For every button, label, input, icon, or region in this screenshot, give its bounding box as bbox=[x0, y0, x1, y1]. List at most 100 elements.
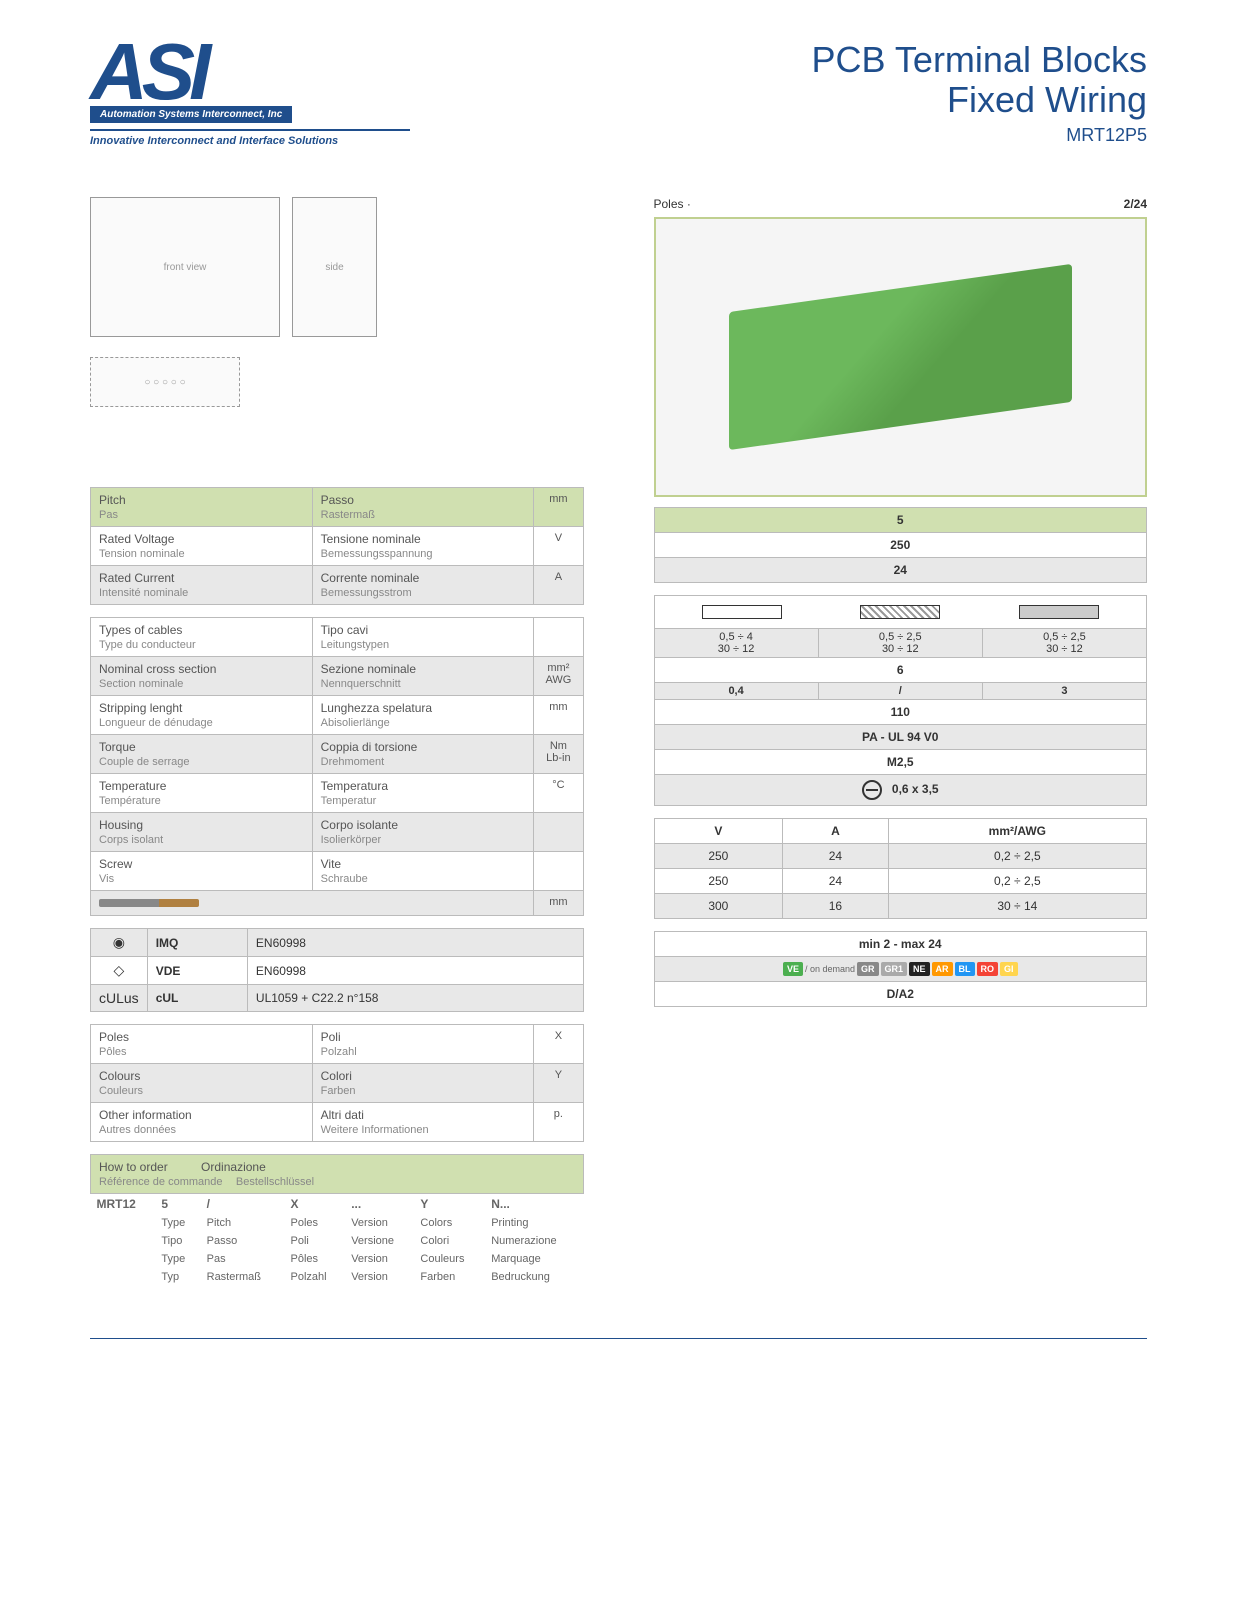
order-pattern-cell: MRT12 bbox=[91, 1194, 156, 1215]
spec-table-2: Types of cables Type du conducteur Tipo … bbox=[90, 617, 584, 916]
spec-label: Torque bbox=[99, 740, 136, 754]
spec-label2-alt: Rastermaß bbox=[321, 509, 375, 521]
spec-label2: Coppia di torsione bbox=[321, 740, 418, 754]
meta-value: D/A2 bbox=[654, 982, 1147, 1007]
order-legend-cell: Version bbox=[345, 1250, 414, 1268]
rating-value: 24 bbox=[783, 869, 888, 894]
spec-label-alt: Autres données bbox=[99, 1124, 176, 1136]
cert-icon: cULus bbox=[91, 985, 148, 1012]
torque-value: 3 bbox=[983, 683, 1146, 699]
order-legend-cell: Poli bbox=[284, 1232, 345, 1250]
spec-label2: Tensione nominale bbox=[321, 532, 421, 546]
spec-label2: Colori bbox=[321, 1069, 352, 1083]
cert-code: VDE bbox=[147, 957, 247, 985]
cert-icon: ◇ bbox=[91, 957, 148, 985]
logo: ASI Automation Systems Interconnect, Inc… bbox=[90, 40, 410, 147]
order-legend-cell: Printing bbox=[485, 1214, 583, 1232]
rating-value: 250 bbox=[654, 869, 783, 894]
spec-label2-alt: Bemessungsstrom bbox=[321, 587, 412, 599]
title-line1: PCB Terminal Blocks bbox=[812, 40, 1147, 80]
spec-value: PA - UL 94 V0 bbox=[654, 725, 1147, 750]
order-legend-cell: Version bbox=[345, 1268, 414, 1286]
cross-section-value: 0,5 ÷ 430 ÷ 12 bbox=[655, 629, 819, 657]
spec-label-alt: Température bbox=[99, 795, 161, 807]
order-pattern-cell: ... bbox=[345, 1194, 414, 1215]
order-table: How to order Ordinazione Référence de co… bbox=[90, 1154, 584, 1286]
order-title-alt2: Bestellschlüssel bbox=[236, 1176, 314, 1188]
spec-label2-alt: Isolierkörper bbox=[321, 834, 382, 846]
spec-label2: Passo bbox=[321, 493, 354, 507]
order-legend-cell: Poles bbox=[284, 1214, 345, 1232]
footer-rule bbox=[90, 1338, 1147, 1339]
cert-standard: EN60998 bbox=[247, 957, 583, 985]
drawing-footprint: ○ ○ ○ ○ ○ bbox=[90, 357, 240, 407]
spec-label: Housing bbox=[99, 818, 143, 832]
spec-label-alt: Type du conducteur bbox=[99, 639, 196, 651]
spec-label: Screw bbox=[99, 857, 132, 871]
spec-label2: Corrente nominale bbox=[321, 571, 420, 585]
order-title-en: How to order bbox=[99, 1160, 168, 1174]
spec-label2-alt: Polzahl bbox=[321, 1046, 357, 1058]
order-pattern-cell: / bbox=[201, 1194, 285, 1215]
spec-label: Rated Voltage bbox=[99, 532, 174, 546]
cross-section-value: 0,5 ÷ 2,530 ÷ 12 bbox=[819, 629, 983, 657]
spec-unit: mm bbox=[534, 696, 583, 735]
spec-unit: V bbox=[534, 527, 583, 566]
torque-value: / bbox=[819, 683, 983, 699]
spec-label2-alt: Temperatur bbox=[321, 795, 377, 807]
spec-label: Other information bbox=[99, 1108, 192, 1122]
order-legend-cell: Colori bbox=[414, 1232, 485, 1250]
color-chip: GR bbox=[857, 962, 879, 976]
spec-unit: X bbox=[534, 1025, 583, 1064]
spec-value: 110 bbox=[654, 700, 1147, 725]
spec-unit: °C bbox=[534, 774, 583, 813]
rating-value: 24 bbox=[783, 844, 888, 869]
cert-table: ◉ IMQ EN60998 ◇ VDE EN60998 cULus cUL UL… bbox=[90, 928, 584, 1012]
order-pattern-cell: Y bbox=[414, 1194, 485, 1215]
spec-label2-alt: Abisolierlänge bbox=[321, 717, 390, 729]
left-column: front view side ○ ○ ○ ○ ○ Pitch Pas Pass… bbox=[90, 197, 584, 1298]
spec-label2: Corpo isolante bbox=[321, 818, 398, 832]
order-legend-cell: Marquage bbox=[485, 1250, 583, 1268]
order-legend-cell: Typ bbox=[155, 1268, 200, 1286]
spec-label2: Tipo cavi bbox=[321, 623, 369, 637]
spec-unit bbox=[534, 852, 583, 891]
slot-icon bbox=[862, 780, 882, 800]
order-legend-cell: Numerazione bbox=[485, 1232, 583, 1250]
rating-value: 300 bbox=[654, 894, 783, 919]
spec-label-alt: Pas bbox=[99, 509, 118, 521]
screwdriver-value: 0,6 x 3,5 bbox=[654, 775, 1147, 806]
drawing-side-view: side bbox=[292, 197, 377, 337]
cable-ferrule-icon bbox=[1019, 605, 1099, 619]
order-legend-cell: Pôles bbox=[284, 1250, 345, 1268]
title-block: PCB Terminal Blocks Fixed Wiring MRT12P5 bbox=[812, 40, 1147, 146]
logo-text: ASI bbox=[90, 40, 410, 104]
meta-values-table: min 2 - max 24 VE / on demand GRGR1NEARB… bbox=[654, 931, 1148, 1007]
spec-unit bbox=[534, 618, 583, 657]
product-photo bbox=[654, 217, 1148, 497]
cross-section-value: 0,5 ÷ 2,530 ÷ 12 bbox=[983, 629, 1146, 657]
rating-value: 16 bbox=[783, 894, 888, 919]
ratings-header: A bbox=[783, 819, 888, 844]
spec-label2-alt: Schraube bbox=[321, 873, 368, 885]
order-legend-cell: Rastermaß bbox=[201, 1268, 285, 1286]
torque-value: 0,4 bbox=[655, 683, 819, 699]
spec-label-alt: Vis bbox=[99, 873, 114, 885]
cert-standard: EN60998 bbox=[247, 929, 583, 957]
spec-label2-alt: Leitungstypen bbox=[321, 639, 390, 651]
page-header: ASI Automation Systems Interconnect, Inc… bbox=[90, 40, 1147, 147]
spec-unit: Y bbox=[534, 1064, 583, 1103]
order-legend-cell: Farben bbox=[414, 1268, 485, 1286]
color-chip: RO bbox=[977, 962, 999, 976]
spec-label: Colours bbox=[99, 1069, 140, 1083]
ratings-header: mm²/AWG bbox=[888, 819, 1146, 844]
color-chip: NE bbox=[909, 962, 930, 976]
color-chip-default: VE bbox=[783, 962, 803, 976]
color-chip: GI bbox=[1000, 962, 1018, 976]
meta-value: min 2 - max 24 bbox=[654, 932, 1147, 957]
poles-header: Poles · 2/24 bbox=[654, 197, 1148, 211]
spec-label-alt: Corps isolant bbox=[99, 834, 163, 846]
spec-label: Pitch bbox=[99, 493, 126, 507]
values-table-1: 525024 bbox=[654, 507, 1148, 583]
spec-label-alt: Intensité nominale bbox=[99, 587, 188, 599]
